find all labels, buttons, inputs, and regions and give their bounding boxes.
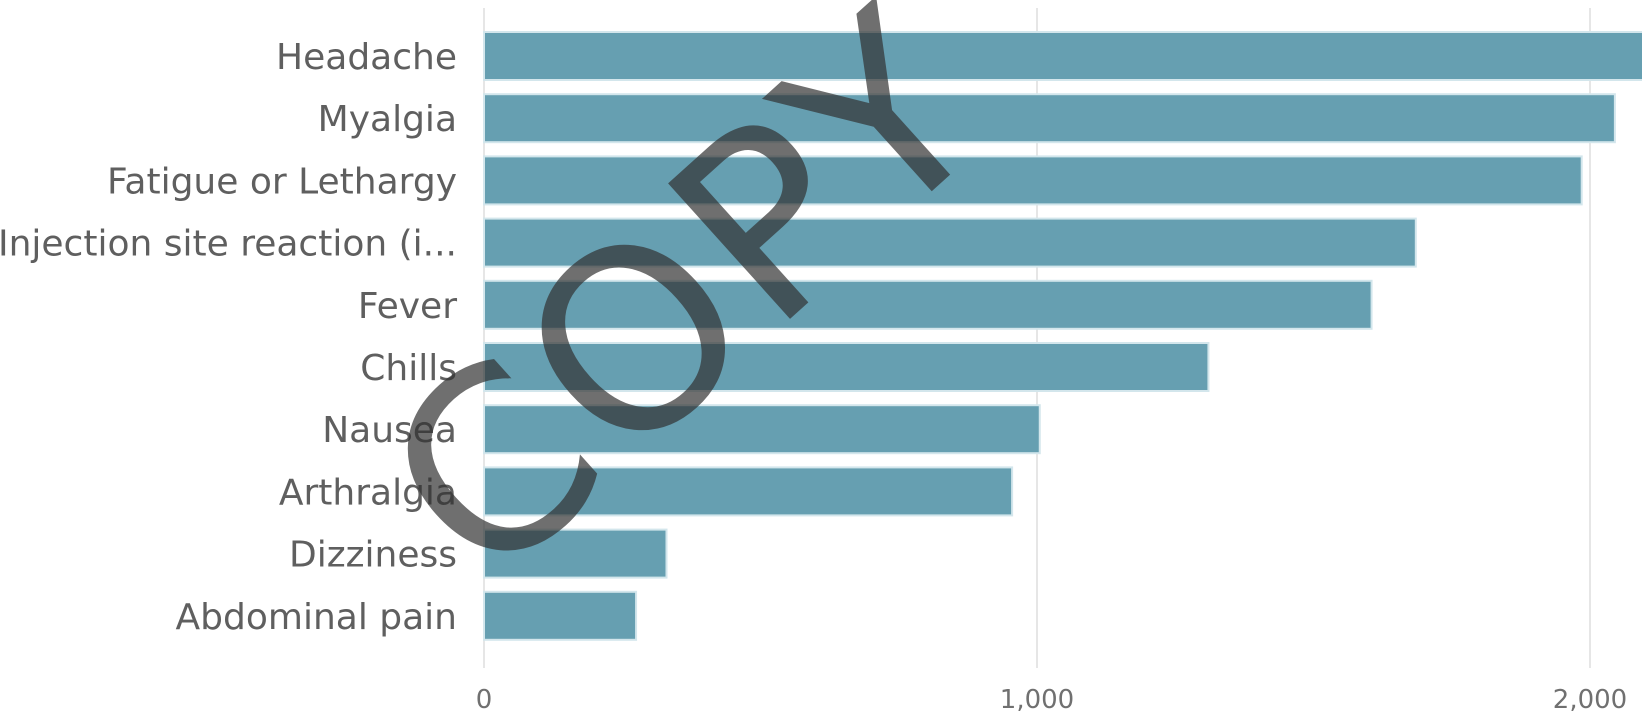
category-label: Fatigue or Lethargy [107, 161, 457, 202]
bar[interactable] [483, 217, 1417, 268]
bar[interactable] [483, 342, 1210, 392]
category-label: Injection site reaction (i... [0, 224, 457, 265]
category-label: Abdominal pain [176, 597, 457, 638]
bar[interactable] [483, 528, 668, 579]
bar[interactable] [483, 31, 1642, 81]
x-axis-tick-labels: 0 1,000 2,000 [476, 685, 1627, 715]
category-labels: Headache Myalgia Fatigue or Lethargy Inject… [0, 37, 457, 638]
bar[interactable] [483, 93, 1616, 144]
x-tick-label: 1,000 [1000, 685, 1074, 714]
bar[interactable] [483, 590, 638, 641]
category-label: Myalgia [318, 99, 457, 140]
x-tick-label: 2,000 [1553, 685, 1627, 714]
bar[interactable] [483, 404, 1041, 455]
bars [483, 31, 1642, 641]
bar[interactable] [483, 155, 1583, 206]
bar[interactable] [483, 279, 1373, 330]
category-label: Fever [358, 286, 457, 327]
category-label: Headache [276, 37, 457, 78]
x-tick-label: 0 [476, 685, 493, 714]
category-label: Arthralgia [279, 472, 457, 513]
category-label: Nausea [322, 410, 457, 451]
bar[interactable] [483, 466, 1014, 517]
category-label: Dizziness [289, 535, 457, 576]
category-label: Chills [360, 348, 457, 389]
